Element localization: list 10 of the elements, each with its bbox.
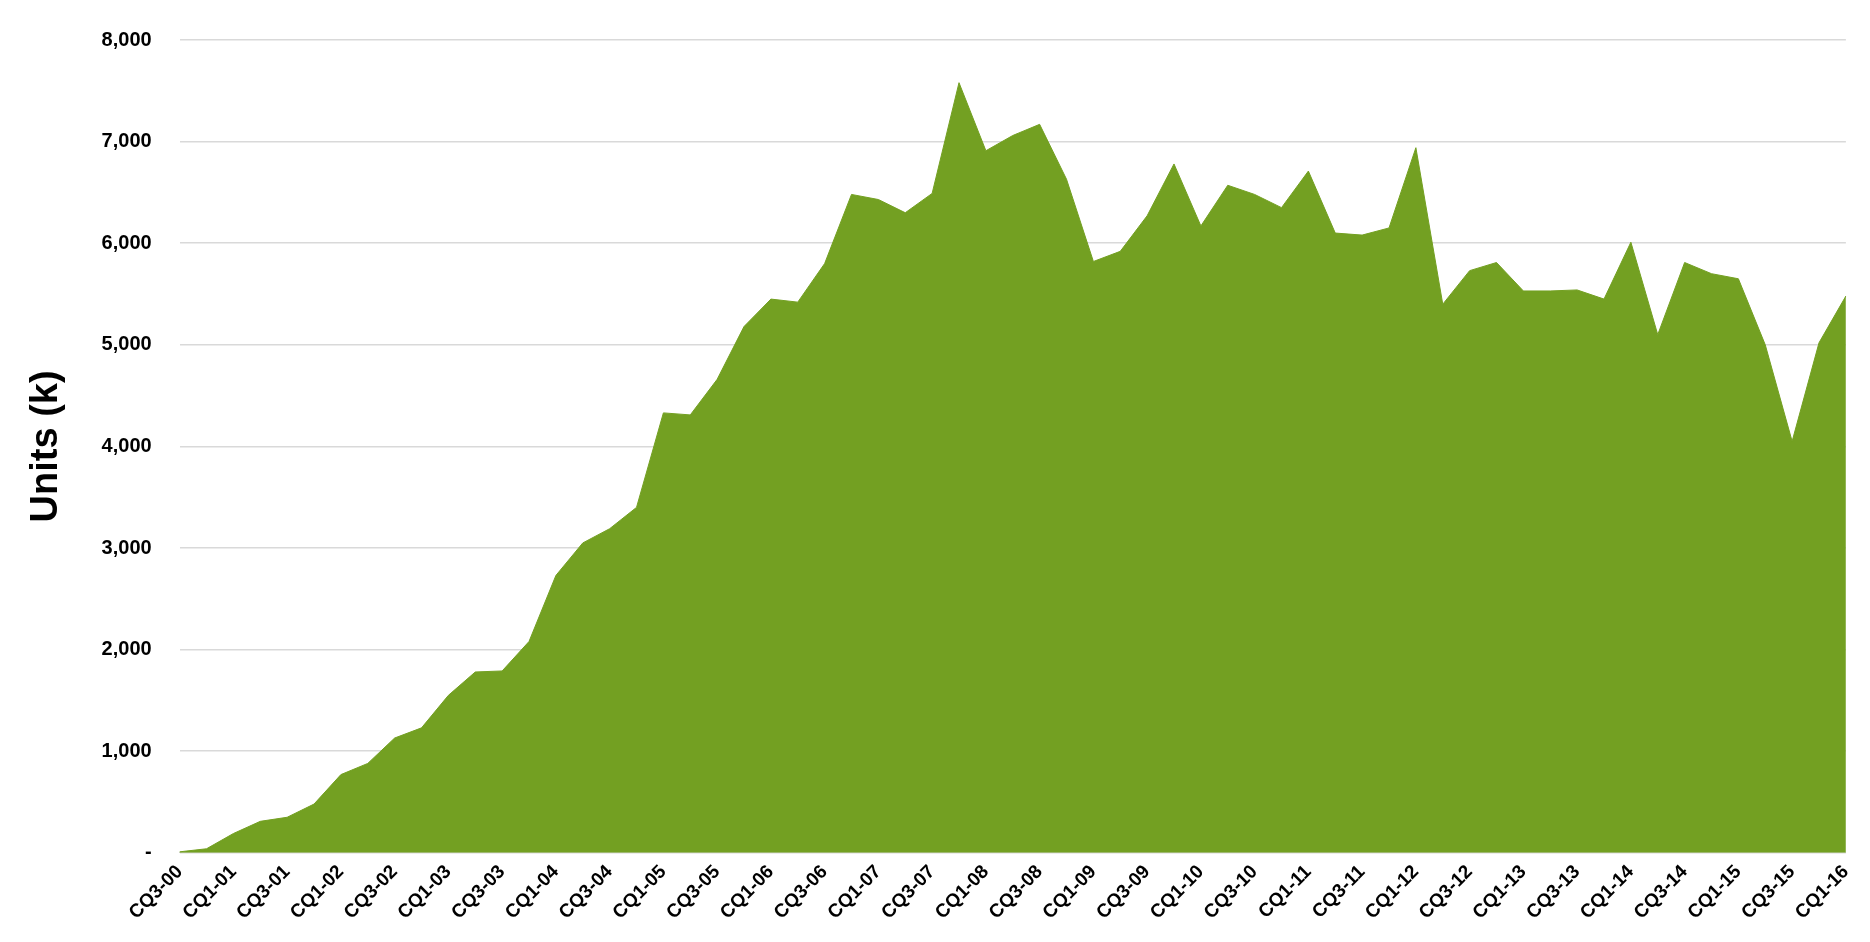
y-tick-label: 6,000	[101, 230, 152, 253]
y-tick-label: 4,000	[101, 433, 152, 456]
y-tick-label: 7,000	[101, 129, 152, 152]
y-axis-title: Units (k)	[23, 370, 66, 523]
y-tick-label: 1,000	[101, 738, 152, 761]
y-tick-label: -	[144, 840, 152, 863]
y-tick-label: 2,000	[101, 637, 152, 660]
y-tick-label: 5,000	[101, 332, 152, 355]
y-tick-label: 8,000	[101, 27, 152, 50]
y-tick-label: 3,000	[101, 535, 152, 558]
